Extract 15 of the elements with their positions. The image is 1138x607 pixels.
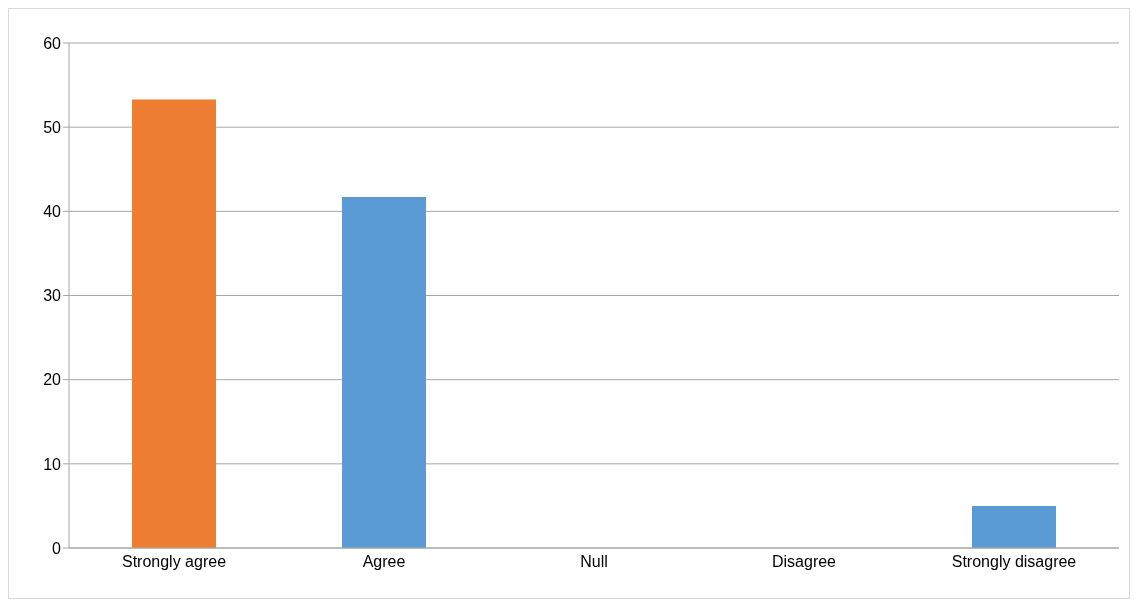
x-tick-label: Null	[580, 553, 608, 571]
y-tick-label: 20	[43, 371, 62, 389]
y-tick-label: 10	[43, 455, 62, 473]
bar	[342, 197, 426, 548]
bar	[972, 505, 1056, 548]
x-tick-label: Strongly disagree	[951, 553, 1077, 571]
y-tick-label: 0	[52, 539, 62, 557]
x-tick-label: Strongly agree	[121, 553, 227, 571]
y-tick-label: 30	[43, 287, 62, 305]
y-tick-label: 40	[43, 203, 62, 221]
x-tick-label: Disagree	[771, 553, 837, 571]
y-tick-label: 50	[43, 118, 62, 136]
bar	[132, 99, 216, 548]
y-tick-label: 60	[43, 34, 62, 52]
x-tick-label: Agree	[362, 553, 406, 571]
